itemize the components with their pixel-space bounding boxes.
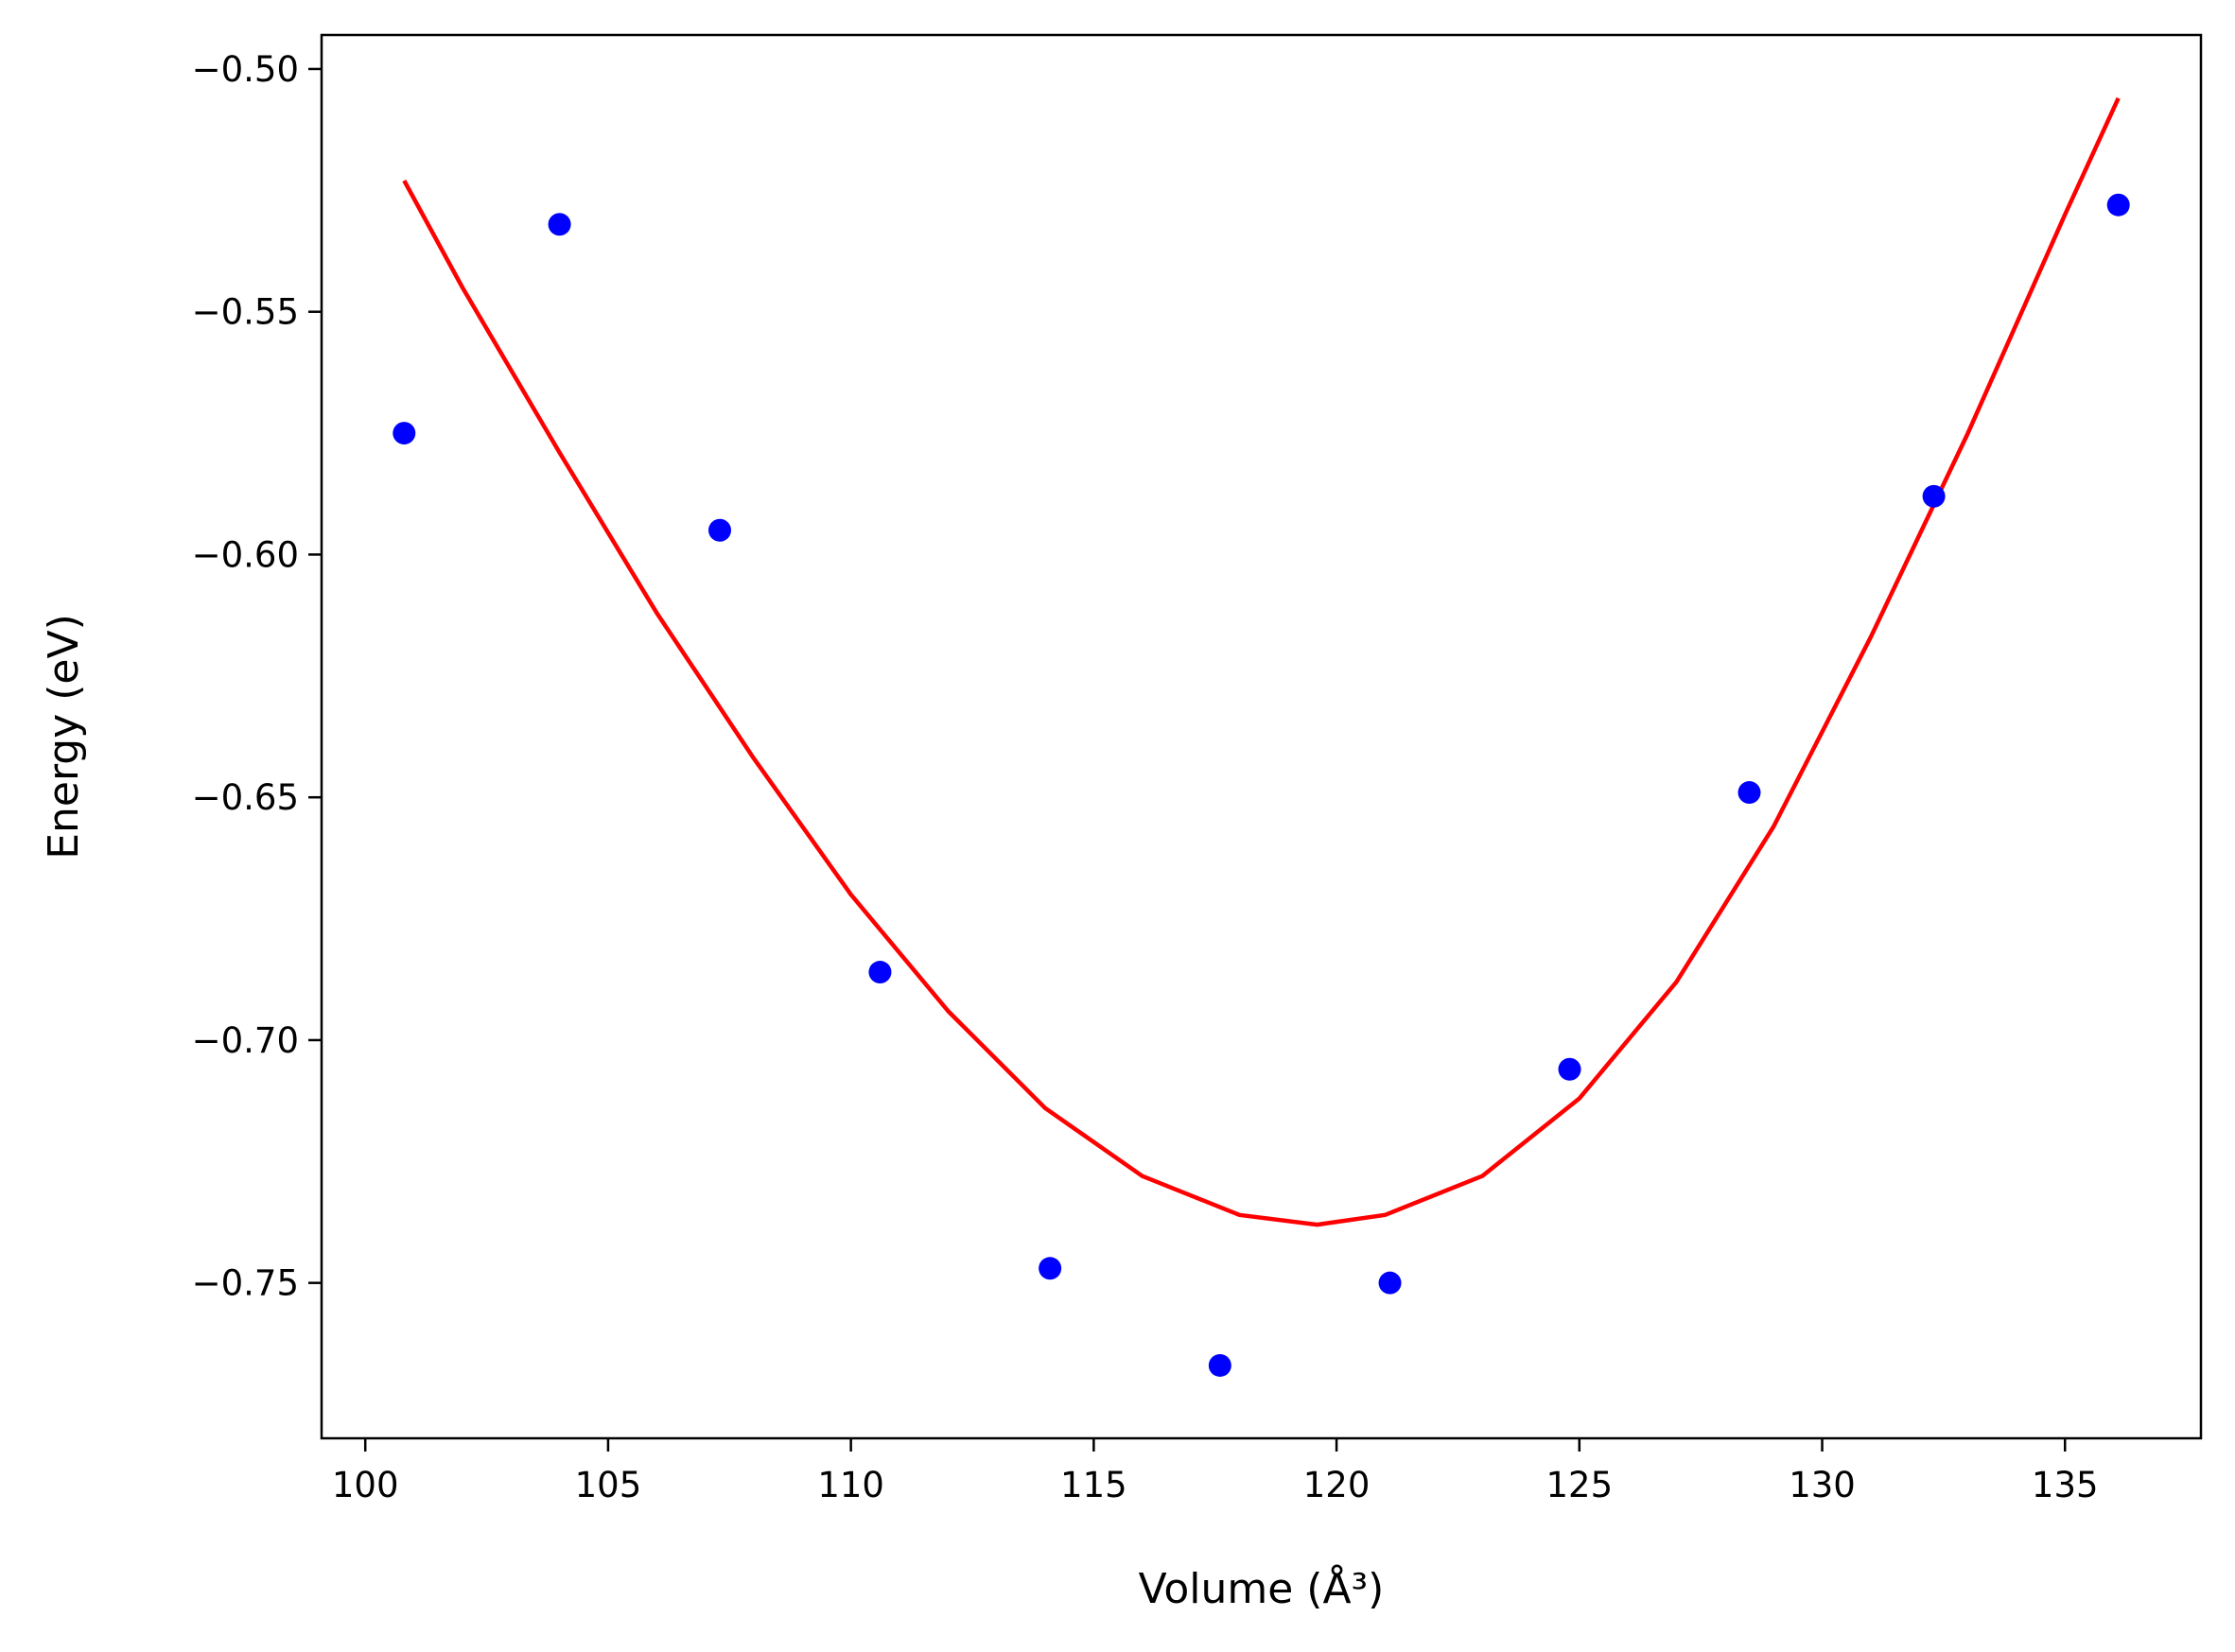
y-axis-label: Energy (eV) — [40, 614, 88, 860]
x-axis-ticks: 100 105 110 115 120 125 130 135 — [332, 1438, 2099, 1505]
data-points-layer — [393, 193, 2130, 1377]
fit-curve-layer — [402, 96, 2121, 1227]
data-point — [393, 422, 416, 445]
x-tick-label: 135 — [2032, 1465, 2099, 1505]
data-point — [1378, 1271, 1402, 1295]
y-tick-label: −0.55 — [192, 292, 299, 333]
data-point — [2106, 193, 2130, 217]
x-axis-label: Volume (Å³) — [1139, 1563, 1385, 1613]
x-tick-label: 130 — [1789, 1465, 1856, 1505]
data-point — [1558, 1057, 1581, 1081]
data-point — [708, 518, 732, 542]
y-tick-label: −0.70 — [192, 1020, 299, 1061]
y-axis-ticks: −0.50 −0.55 −0.60 −0.65 −0.70 −0.75 — [192, 49, 322, 1304]
x-tick-label: 110 — [817, 1465, 884, 1505]
data-point — [1922, 484, 1946, 508]
x-tick-label: 105 — [575, 1465, 642, 1505]
fit-curve-line — [402, 96, 2121, 1227]
y-tick-label: −0.65 — [192, 777, 299, 818]
x-tick-label: 120 — [1303, 1465, 1371, 1505]
y-tick-label: −0.60 — [192, 534, 299, 575]
x-tick-label: 115 — [1060, 1465, 1127, 1505]
plot-frame — [320, 33, 2203, 1440]
data-point — [1737, 781, 1761, 805]
y-tick-label: −0.75 — [192, 1263, 299, 1304]
x-tick-label: 125 — [1545, 1465, 1613, 1505]
x-tick-label: 100 — [332, 1465, 399, 1505]
data-point — [1208, 1353, 1231, 1377]
data-point — [1039, 1257, 1062, 1280]
data-point — [868, 961, 892, 984]
data-point — [548, 213, 571, 236]
y-tick-label: −0.50 — [192, 49, 299, 90]
